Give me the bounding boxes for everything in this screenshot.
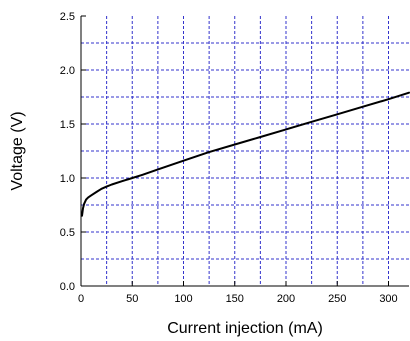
series-layer	[81, 91, 410, 217]
tick-labels: 0 50 100 150 200 250 300 0.0 0.5 1.0 1.5 2.0 2.5	[60, 11, 398, 305]
x-tick-label: 300	[379, 293, 397, 305]
y-tick-label: 1.5	[60, 119, 75, 131]
x-tick-label: 200	[277, 293, 295, 305]
y-tick-label: 1.0	[60, 173, 75, 185]
plot-frame	[80, 16, 409, 287]
x-tick-label: 0	[78, 293, 84, 305]
y-tick-label: 2.0	[60, 65, 75, 77]
y-tick-label: 2.5	[60, 11, 75, 23]
y-tick-label: 0.0	[60, 281, 75, 293]
y-axis-title: Voltage (V)	[9, 111, 26, 190]
x-tick-label: 100	[174, 293, 192, 305]
x-axis-title: Current injection (mA)	[167, 320, 323, 337]
x-tick-label: 150	[226, 293, 244, 305]
series-line	[81, 91, 410, 217]
x-tick-label: 50	[126, 293, 138, 305]
axis-ticks	[80, 15, 389, 287]
y-tick-label: 0.5	[60, 227, 75, 239]
grid	[81, 16, 409, 286]
x-tick-label: 250	[328, 293, 346, 305]
